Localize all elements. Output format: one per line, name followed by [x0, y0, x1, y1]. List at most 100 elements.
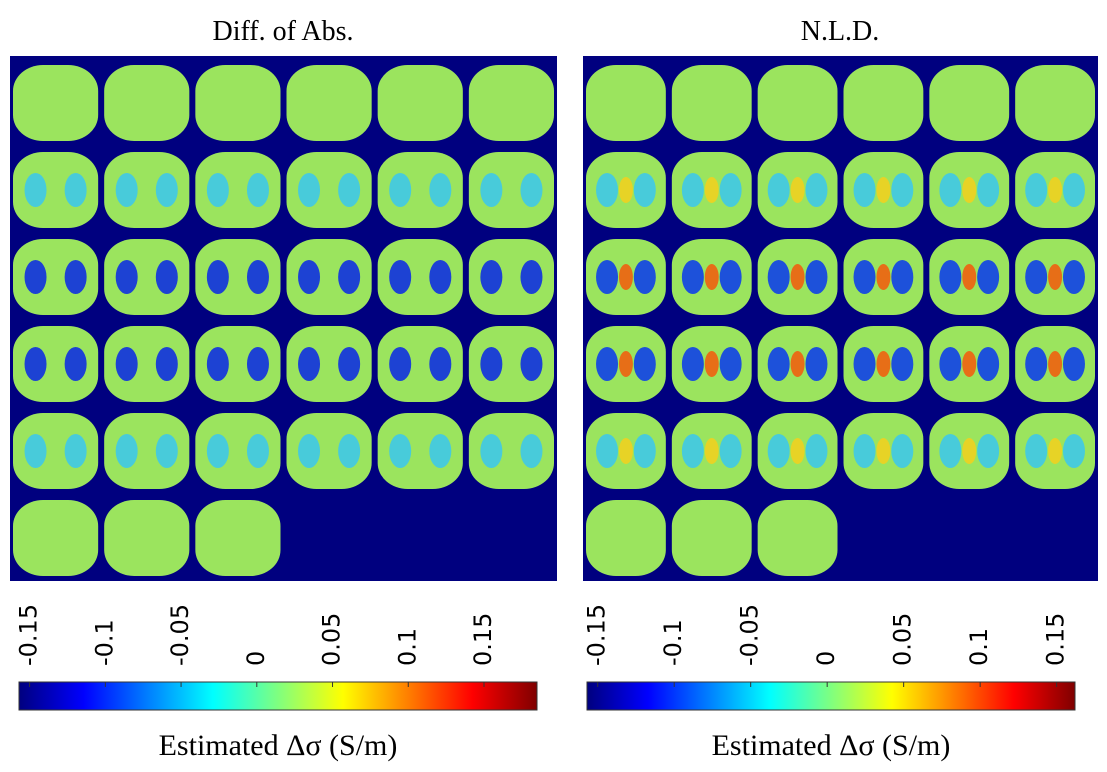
- image-feature: [854, 347, 876, 381]
- image-feature: [768, 260, 790, 294]
- image-tile: [672, 500, 752, 576]
- image-feature: [520, 173, 542, 207]
- image-feature: [156, 434, 178, 468]
- image-feature: [1025, 260, 1047, 294]
- image-feature: [977, 260, 999, 294]
- image-feature: [596, 347, 618, 381]
- image-tile: [13, 500, 98, 576]
- image-feature: [1025, 347, 1047, 381]
- image-feature: [1025, 173, 1047, 207]
- tick-label: 0.1: [393, 628, 421, 666]
- image-feature: [805, 260, 827, 294]
- image-feature: [1025, 434, 1047, 468]
- image-feature: [682, 173, 704, 207]
- axis-label: Estimated Δσ (S/m): [159, 729, 398, 762]
- image-tile: [104, 65, 189, 141]
- image-feature: [65, 260, 87, 294]
- image-tile: [469, 65, 554, 141]
- image-feature: [1063, 434, 1085, 468]
- image-tile: [758, 500, 838, 576]
- image-feature: [156, 173, 178, 207]
- image-feature: [65, 173, 87, 207]
- image-feature: [429, 347, 451, 381]
- image-feature: [1063, 260, 1085, 294]
- image-feature: [389, 347, 411, 381]
- image-feature: [791, 264, 805, 290]
- tick-label: -0.1: [659, 619, 687, 666]
- image-background: [10, 56, 557, 581]
- image-feature: [520, 347, 542, 381]
- image-feature: [682, 347, 704, 381]
- tick-label: -0.15: [15, 604, 43, 666]
- image-feature: [207, 260, 229, 294]
- panel-title: N.L.D.: [801, 16, 880, 47]
- image-feature: [720, 173, 742, 207]
- tick-label: -0.1: [90, 619, 118, 666]
- figure: Diff. of Abs.-0.15-0.1-0.0500.050.10.15E…: [0, 0, 1107, 772]
- tick-label: -0.05: [166, 604, 194, 666]
- image-feature: [768, 173, 790, 207]
- image-feature: [619, 264, 633, 290]
- image-feature: [298, 173, 320, 207]
- image-feature: [791, 438, 805, 464]
- image-feature: [619, 438, 633, 464]
- image-tile: [1015, 65, 1095, 141]
- image-feature: [634, 347, 656, 381]
- image-feature: [247, 434, 269, 468]
- image-feature: [962, 264, 976, 290]
- image-feature: [1048, 264, 1062, 290]
- image-feature: [876, 264, 890, 290]
- image-feature: [854, 173, 876, 207]
- image-feature: [876, 177, 890, 203]
- image-feature: [520, 434, 542, 468]
- image-tile: [104, 500, 189, 576]
- image-feature: [962, 438, 976, 464]
- image-feature: [977, 347, 999, 381]
- image-feature: [682, 260, 704, 294]
- image-feature: [247, 260, 269, 294]
- image-feature: [298, 347, 320, 381]
- image-feature: [338, 173, 360, 207]
- image-feature: [1063, 347, 1085, 381]
- image-feature: [791, 177, 805, 203]
- image-feature: [891, 434, 913, 468]
- image-feature: [977, 434, 999, 468]
- image-feature: [634, 173, 656, 207]
- image-feature: [1063, 173, 1085, 207]
- image-feature: [207, 347, 229, 381]
- image-feature: [891, 173, 913, 207]
- colorbar: [587, 682, 1075, 710]
- image-feature: [705, 351, 719, 377]
- image-feature: [389, 173, 411, 207]
- image-feature: [596, 434, 618, 468]
- image-feature: [429, 434, 451, 468]
- image-feature: [876, 351, 890, 377]
- image-feature: [619, 351, 633, 377]
- tick-label: -0.15: [583, 604, 611, 666]
- image-tile: [195, 500, 280, 576]
- tick-label: -0.05: [736, 604, 764, 666]
- panel-title: Diff. of Abs.: [212, 16, 353, 47]
- image-feature: [338, 260, 360, 294]
- image-feature: [705, 177, 719, 203]
- image-feature: [791, 351, 805, 377]
- image-feature: [480, 173, 502, 207]
- image-feature: [962, 351, 976, 377]
- image-feature: [389, 260, 411, 294]
- image-feature: [520, 260, 542, 294]
- image-feature: [768, 434, 790, 468]
- image-feature: [939, 434, 961, 468]
- image-feature: [247, 173, 269, 207]
- image-feature: [939, 347, 961, 381]
- image-feature: [65, 347, 87, 381]
- tick-label: 0: [242, 651, 270, 666]
- image-feature: [389, 434, 411, 468]
- image-feature: [298, 434, 320, 468]
- image-feature: [25, 173, 47, 207]
- image-feature: [116, 434, 138, 468]
- image-tile: [13, 65, 98, 141]
- image-feature: [116, 347, 138, 381]
- image-feature: [116, 260, 138, 294]
- image-feature: [25, 260, 47, 294]
- image-feature: [207, 434, 229, 468]
